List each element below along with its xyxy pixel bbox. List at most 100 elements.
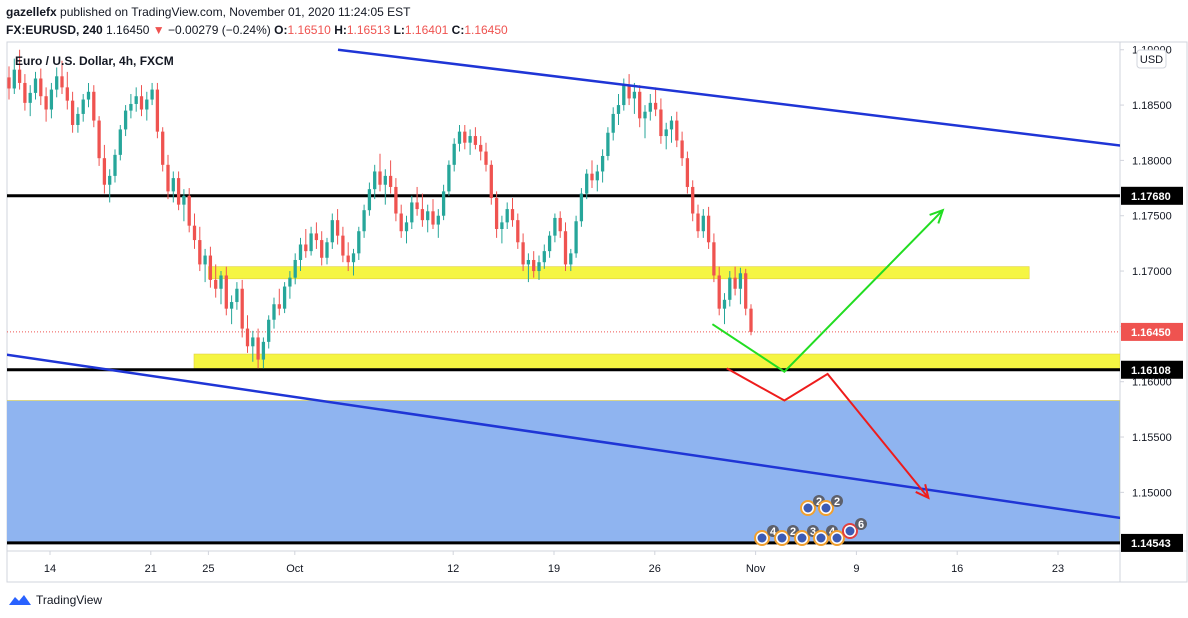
candle-body [161, 131, 165, 165]
candle-body [532, 259, 536, 272]
candle-body [452, 143, 456, 165]
candle-body [447, 164, 451, 192]
candle-body [357, 231, 361, 254]
price-axis-label-text: 1.17680 [1131, 191, 1171, 203]
candle-body [314, 233, 319, 241]
price-axis-label-text: 1.16450 [1131, 327, 1171, 339]
candle-body [691, 186, 695, 214]
author-name[interactable]: gazellefx [6, 5, 57, 19]
candle-body [187, 195, 191, 226]
flag-icon [832, 533, 842, 543]
candle-body [383, 175, 387, 185]
arrowhead [929, 208, 945, 224]
candle-body [627, 85, 631, 99]
candle-body [484, 151, 488, 165]
price-chart[interactable]: 4234?622 1.190001.185001.180001.175001.1… [0, 0, 1188, 590]
x-tick-label: 19 [548, 563, 560, 575]
price-zone [7, 400, 1120, 543]
y-tick-label: 1.17000 [1132, 266, 1172, 278]
candle-body [256, 337, 260, 360]
candle-body [404, 222, 409, 232]
candle-body [320, 240, 324, 258]
candle-body [717, 275, 721, 309]
flag-icon [777, 533, 787, 543]
candle-body [685, 158, 690, 187]
x-tick-label: 16 [951, 563, 963, 575]
candle-body [701, 215, 705, 232]
candle-body [521, 242, 525, 265]
currency-button[interactable]: USD [1136, 49, 1167, 69]
candle-body [7, 77, 11, 89]
candle-body [526, 259, 531, 265]
candle-body [367, 189, 372, 211]
candle-body [585, 173, 589, 194]
price-zone [193, 353, 1120, 369]
y-tick-label: 1.17500 [1132, 211, 1172, 223]
price-axis-label [1121, 360, 1183, 379]
candle-body [81, 99, 85, 114]
candle-body [203, 255, 207, 265]
candle-body [108, 175, 112, 185]
flag-icon [757, 533, 767, 543]
price-axis-label [1121, 186, 1183, 205]
candle-body [277, 304, 281, 309]
candle-body [463, 131, 467, 143]
candle-body [145, 99, 149, 110]
candle-body [150, 89, 154, 100]
price-change: −0.00279 (−0.24%) [168, 23, 271, 37]
y-tick-label: 1.15000 [1132, 487, 1172, 499]
candle-body [479, 144, 483, 152]
ohlc-legend: FX:EURUSD, 240 1.16450 ▼ −0.00279 (−0.24… [6, 23, 508, 37]
candle-body [415, 202, 419, 210]
candle-body [351, 253, 356, 263]
candle-body [441, 191, 446, 216]
candle-body [675, 120, 679, 141]
y-tick-label: 1.18000 [1132, 155, 1172, 167]
candle-body [325, 242, 329, 258]
event-count-badge [831, 495, 843, 507]
candle-body [590, 173, 594, 181]
x-tick-label: 12 [447, 563, 459, 575]
candle-body [92, 91, 96, 121]
footer: TradingView [8, 590, 102, 610]
scenario-path [711, 209, 944, 374]
price-axis-label-text: 1.14543 [1131, 538, 1171, 550]
candle-body [611, 113, 615, 133]
candle-body [309, 233, 313, 252]
event-count: 4 [770, 526, 777, 538]
event-count: 6 [858, 519, 864, 531]
tradingview-brand[interactable]: TradingView [36, 593, 103, 607]
candle-body [648, 102, 652, 112]
candle-body [288, 277, 292, 287]
x-tick-label: 26 [649, 563, 661, 575]
candle-body [426, 211, 430, 221]
event-count: 3 [810, 526, 816, 538]
candle-body [728, 277, 732, 300]
candle-body [192, 225, 197, 241]
x-tick-label: Nov [746, 563, 766, 575]
candle-body [706, 215, 711, 243]
candle-body [139, 96, 144, 110]
price-axis-label [1121, 533, 1183, 552]
candle-body [240, 288, 244, 329]
candle-body [378, 171, 382, 185]
candle-body [245, 328, 250, 347]
candle-body [335, 220, 340, 236]
candle-body [155, 89, 160, 132]
price-axis-label-text: 1.16108 [1131, 365, 1171, 377]
candle-body [616, 105, 621, 114]
candle-body [553, 217, 557, 236]
x-tick-label: 23 [1052, 563, 1064, 575]
flag-icon [845, 526, 855, 536]
event-count-badge [855, 518, 867, 530]
candle-body [388, 175, 393, 187]
candle-body [558, 217, 562, 232]
flag-icon [797, 533, 807, 543]
candle-body [632, 91, 637, 99]
candle-body [12, 69, 16, 89]
candle-body [547, 235, 552, 252]
candle-body [219, 275, 223, 289]
candle-body [712, 242, 716, 276]
last-price: 1.16450 [106, 23, 150, 37]
candle-body [330, 220, 334, 243]
